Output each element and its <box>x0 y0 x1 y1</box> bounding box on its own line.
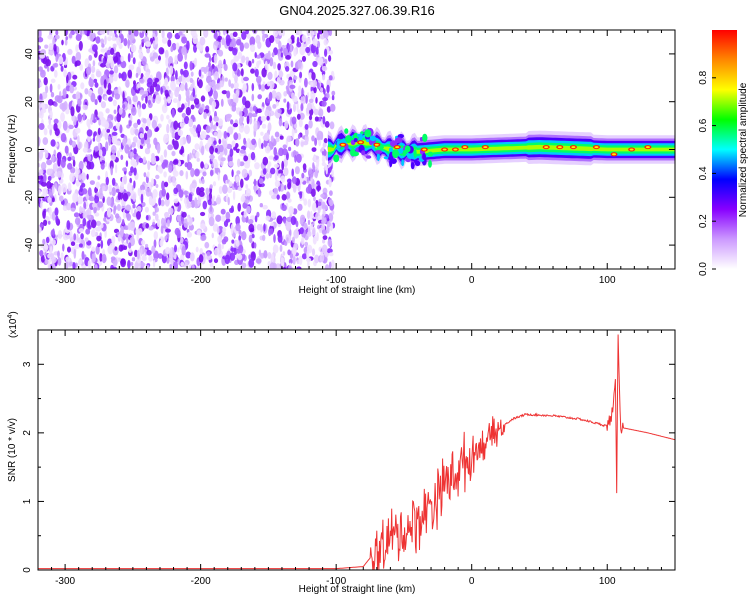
colorbar-tick-label: 0.2 <box>698 214 709 228</box>
spectrogram-y-tick-label: -20 <box>24 190 35 205</box>
colorbar-tick-label: 0.4 <box>698 166 709 180</box>
spectrogram-x-tick-label: -300 <box>55 275 75 286</box>
snr-y-tick-label: 2 <box>22 430 33 436</box>
snr-x-tick-label: 0 <box>469 576 475 587</box>
noise-speckle <box>38 30 336 269</box>
snr-y-ticks: 0 1 2 3 <box>22 361 675 573</box>
colorbar-tick-label: 0.6 <box>698 118 709 132</box>
snr-x-tick-label: -300 <box>55 576 75 587</box>
snr-x-ticks: -300 -200 -100 0 100 <box>51 330 676 587</box>
colorbar-ticks: 0.0 0.2 0.4 0.6 0.8 <box>698 70 716 276</box>
snr-series-line <box>38 334 675 570</box>
snr-frame <box>37 329 676 571</box>
snr-y-label: SNR (10 * v/v) <box>7 418 18 482</box>
spectrogram-x-tick-label: 100 <box>599 275 616 286</box>
spectrogram-y-tick-label: 40 <box>24 48 35 60</box>
spectrogram-y-tick-label: 20 <box>24 96 35 108</box>
snr-x-tick-label: -100 <box>326 576 346 587</box>
spectrogram-y-tick-label: 0 <box>24 146 35 152</box>
colorbar-label: Normalized spectral amplitude <box>738 82 749 217</box>
colorbar-gradient <box>712 30 737 269</box>
spectrogram-plot-area <box>38 30 675 269</box>
spectrogram-y-tick-label: -40 <box>24 237 35 252</box>
figure-title: GN04.2025.327.06.39.R16 <box>279 3 434 18</box>
spectral-ridge <box>328 124 675 171</box>
snr-y-tick-label: 3 <box>22 361 33 367</box>
spectrogram-x-ticks: -300 -200 -100 0 100 <box>51 30 676 286</box>
spectrogram-x-tick-label: -100 <box>326 275 346 286</box>
snr-plot-area <box>38 334 675 570</box>
snr-x-label: Height of straight line (km) <box>299 584 416 595</box>
colorbar-tick-label: 0.0 <box>698 262 709 276</box>
snr-x-tick-label: -200 <box>191 576 211 587</box>
spectrogram-y-label: Frequency (Hz) <box>7 115 18 184</box>
spectrogram-x-tick-label: 0 <box>469 275 475 286</box>
spectrogram-y-ticks: -40 -20 0 20 40 <box>24 48 675 252</box>
colorbar-tick-label: 0.8 <box>698 70 709 84</box>
colorbar: 0.0 0.2 0.4 0.6 0.8 Normalized spectral ampl… <box>698 30 749 276</box>
snr-y-tick-label: 0 <box>22 567 33 573</box>
snr-y-multiplier: (x104) <box>7 311 19 338</box>
spectrogram-x-label: Height of straight line (km) <box>299 285 416 296</box>
snr-x-tick-label: 100 <box>599 576 616 587</box>
spectrogram-x-tick-label: -200 <box>191 275 211 286</box>
snr-panel: -300 -200 -100 0 100 0 1 2 3 Height of straight… <box>7 311 676 595</box>
snr-y-tick-label: 1 <box>22 498 33 504</box>
